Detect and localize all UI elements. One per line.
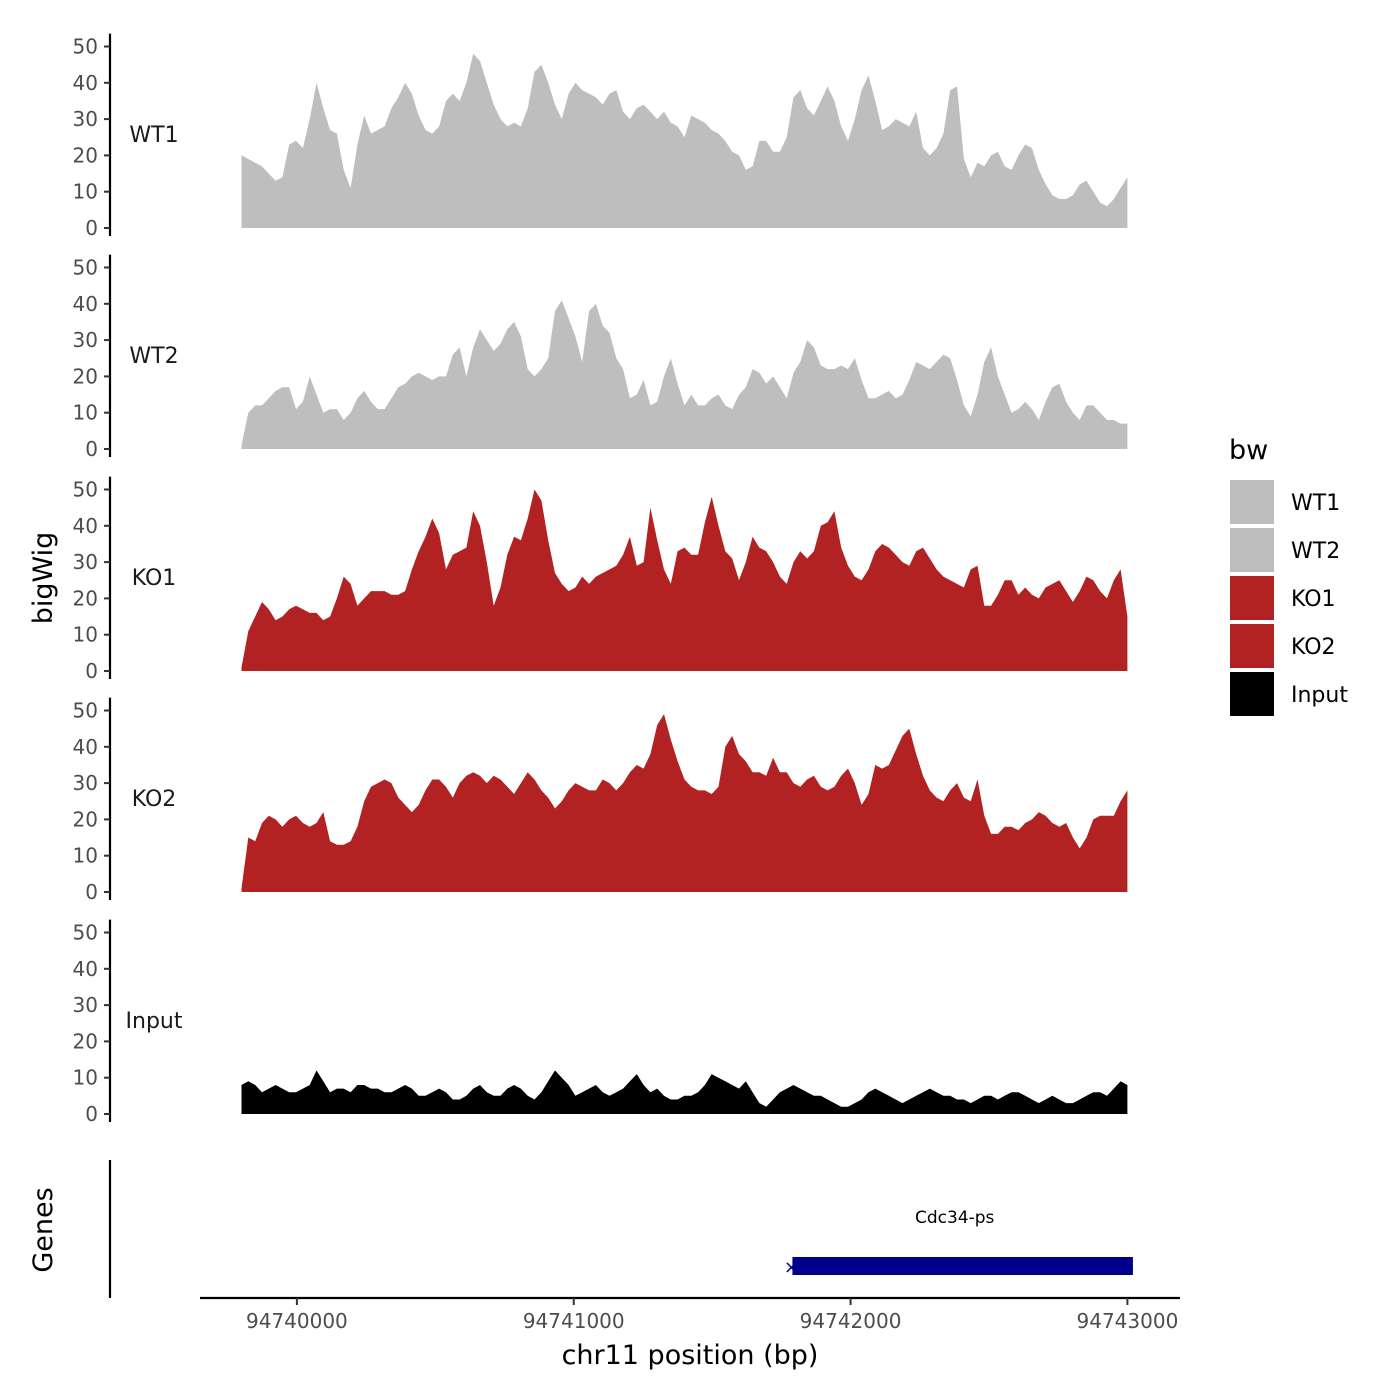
strand-arrow-icon: ×	[784, 1257, 799, 1278]
track-wt1: 0 10 20 30 40 50 WT1	[73, 33, 1128, 240]
y-tick-label: 30	[73, 107, 98, 131]
coverage-area-wt1	[241, 53, 1128, 228]
y-tick-label: 30	[73, 550, 98, 574]
y-tick-label: 10	[73, 623, 98, 647]
legend-label-wt1: WT1	[1291, 491, 1340, 516]
coverage-area-wt2	[241, 300, 1128, 449]
y-tick-label: 50	[73, 699, 98, 723]
legend: bw WT1 WT2 KO1 KO2 Input	[1229, 435, 1348, 716]
x-tick-label: 94743000	[1077, 1309, 1179, 1333]
y-tick-label: 40	[73, 735, 98, 759]
y-tick-label: 20	[73, 1029, 98, 1053]
genes-panel: × Cdc34-ps	[108, 1160, 1133, 1298]
legend-swatch-input	[1230, 672, 1274, 716]
x-tick-label: 94741000	[523, 1309, 625, 1333]
y-tick-label: 0	[85, 1102, 98, 1126]
x-axis-title: chr11 position (bp)	[562, 1340, 819, 1371]
legend-label-input: Input	[1291, 683, 1348, 708]
coverage-area-input	[241, 1070, 1128, 1114]
y-tick-label: 50	[73, 256, 98, 280]
y-tick-label: 20	[73, 807, 98, 831]
y-axis-title: bigWig	[28, 532, 59, 625]
track-label: KO1	[132, 566, 177, 591]
legend-swatch-ko1	[1230, 576, 1274, 620]
legend-title: bw	[1229, 435, 1268, 466]
legend-swatch-wt2	[1230, 528, 1274, 572]
y-tick-label: 0	[85, 216, 98, 240]
coverage-area-ko2	[241, 714, 1128, 892]
y-tick-label: 20	[73, 143, 98, 167]
y-tick-label: 50	[73, 35, 98, 59]
y-tick-label: 10	[73, 401, 98, 425]
y-tick-label: 50	[73, 921, 98, 945]
track-input: 0 10 20 30 40 50 Input	[73, 919, 1128, 1126]
legend-swatch-ko2	[1230, 624, 1274, 668]
y-tick-label: 40	[73, 292, 98, 316]
track-label: Input	[126, 1009, 183, 1034]
x-tick-label: 94742000	[800, 1309, 902, 1333]
legend-label-ko1: KO1	[1291, 587, 1336, 612]
y-tick-label: 40	[73, 71, 98, 95]
y-tick-label: 30	[73, 771, 98, 795]
y-tick-label: 50	[73, 478, 98, 502]
track-label: KO2	[132, 787, 177, 812]
gene-body	[792, 1257, 1133, 1275]
gene-label: Cdc34-ps	[915, 1208, 995, 1228]
x-axis: 94740000 94741000 94742000 94743000	[200, 1296, 1180, 1333]
legend-label-wt2: WT2	[1291, 539, 1340, 564]
legend-swatch-wt1	[1230, 480, 1274, 524]
genes-panel-title: Genes	[28, 1187, 59, 1272]
y-tick-label: 40	[73, 514, 98, 538]
track-label: WT1	[129, 123, 178, 148]
y-tick-label: 0	[85, 880, 98, 904]
track-wt2: 0 10 20 30 40 50 WT2	[73, 254, 1128, 461]
y-tick-label: 30	[73, 993, 98, 1017]
coverage-tracks: 0 10 20 30 40 50 WT1 0 10 20 30 40 50 WT2 0 10 20 30 40 50 K…	[73, 33, 1128, 1126]
y-tick-label: 10	[73, 1066, 98, 1090]
x-tick-label: 94740000	[246, 1309, 348, 1333]
legend-label-ko2: KO2	[1291, 635, 1336, 660]
y-tick-label: 0	[85, 437, 98, 461]
y-tick-label: 40	[73, 957, 98, 981]
track-ko2: 0 10 20 30 40 50 KO2	[73, 697, 1128, 904]
y-tick-label: 10	[73, 180, 98, 204]
y-tick-label: 20	[73, 364, 98, 388]
track-label: WT2	[129, 344, 178, 369]
y-tick-label: 0	[85, 659, 98, 683]
y-tick-label: 30	[73, 328, 98, 352]
y-tick-label: 10	[73, 844, 98, 868]
y-tick-label: 20	[73, 586, 98, 610]
track-ko1: 0 10 20 30 40 50 KO1	[73, 476, 1128, 683]
coverage-area-ko1	[241, 489, 1128, 671]
